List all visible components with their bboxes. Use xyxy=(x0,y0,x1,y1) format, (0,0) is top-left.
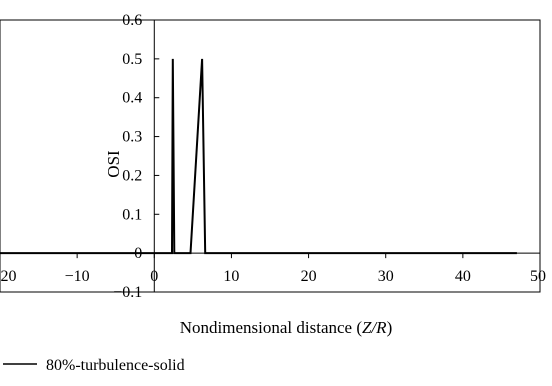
x-axis-ticks: −20 −10 0 10 20 30 40 50 xyxy=(0,253,546,285)
y-tick-label: −0.1 xyxy=(113,284,142,301)
y-tick-label: 0.4 xyxy=(122,90,142,107)
x-axis-label-text: Nondimensional distance ( xyxy=(180,318,363,337)
y-tick-label: 0.6 xyxy=(122,12,142,29)
x-axis-label-variable: Z/R xyxy=(362,318,387,337)
legend: 80%-turbulence-solid xyxy=(3,357,185,374)
x-tick-label: 50 xyxy=(530,268,546,285)
y-tick-label: 0.3 xyxy=(122,129,142,146)
x-tick-label: 30 xyxy=(378,268,394,285)
x-tick-label: 20 xyxy=(301,268,317,285)
series-layer xyxy=(0,58,517,255)
x-tick-label: −20 xyxy=(0,268,17,285)
x-axis-label-close: ) xyxy=(387,318,393,337)
x-tick-label: 10 xyxy=(223,268,239,285)
x-axis-label: Nondimensional distance (Z/R) xyxy=(180,318,392,337)
y-tick-label: 0.1 xyxy=(122,206,142,223)
y-tick-label: 0.5 xyxy=(122,51,142,68)
legend-label: 80%-turbulence-solid xyxy=(46,357,185,374)
x-tick-label: −10 xyxy=(65,268,90,285)
y-tick-label: 0.2 xyxy=(122,167,142,184)
series-line xyxy=(0,58,517,255)
x-tick-label: 40 xyxy=(455,268,471,285)
x-tick-label: 0 xyxy=(150,268,158,285)
y-axis-label: OSI xyxy=(104,150,123,178)
plot-frame xyxy=(0,19,541,293)
